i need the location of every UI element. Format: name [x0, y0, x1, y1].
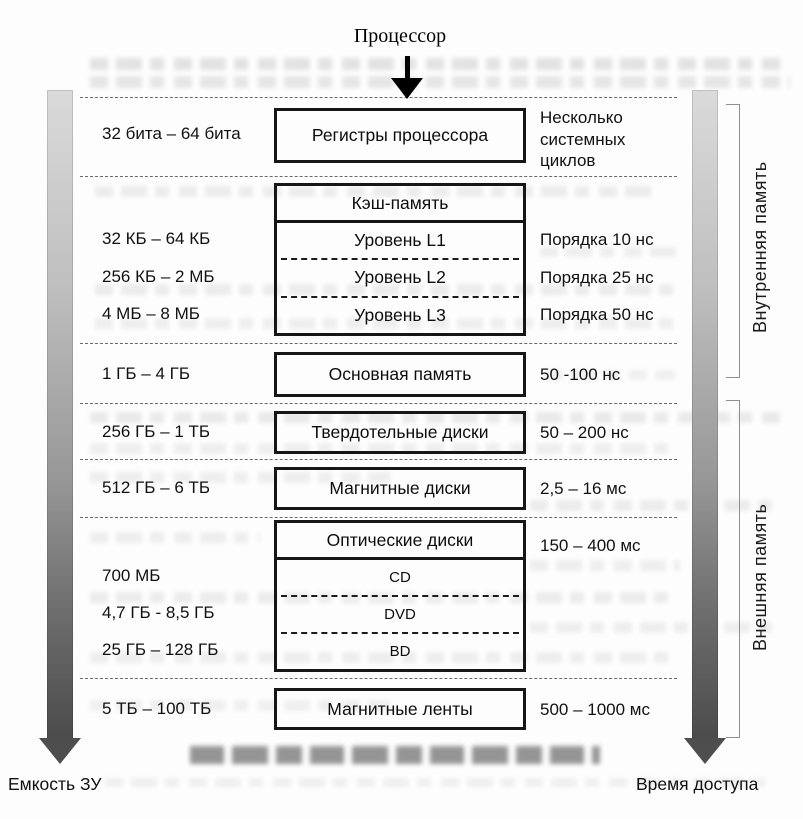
cache-level-divider [281, 258, 519, 261]
internal-memory-bracket [726, 104, 740, 378]
capacity-label-ssd: 256 ГБ – 1 ТБ [102, 422, 211, 441]
capacity-label-cd: 700 МБ [102, 566, 161, 585]
scan-bleed-artifact [90, 58, 780, 70]
optical-level-divider [281, 632, 519, 634]
access-time-axis-arrow-bar [692, 90, 718, 740]
optical-header-label: Оптические диски [326, 529, 474, 550]
scan-bleed-artifact [90, 592, 670, 603]
capacity-label-dvd: 4,7 ГБ - 8,5 ГБ [102, 603, 215, 622]
optical-level-divider [281, 595, 519, 597]
scan-bleed-artifact [90, 443, 670, 454]
external-memory-bracket [726, 400, 740, 738]
cache-level-l1: Уровень L1 [354, 230, 446, 251]
cache-level-l3: Уровень L3 [354, 304, 446, 325]
capacity-label-cache-l1: 32 КБ – 64 КБ [102, 229, 211, 248]
capacity-label-cache-l3: 4 МБ – 8 МБ [102, 304, 200, 323]
memory-box-main-memory: Основная память [274, 352, 526, 397]
time-label-cache-l1: Порядка 10 нс [540, 230, 654, 249]
scan-bleed-artifact [90, 532, 260, 543]
scan-bleed-artifact [545, 370, 675, 380]
capacity-axis-arrow-bar [47, 90, 73, 740]
internal-memory-group-label: Внутренняя память [750, 161, 770, 333]
memory-box-ssd-label: Твердотельные диски [311, 422, 489, 442]
scan-bleed-artifact [530, 622, 780, 633]
capacity-axis-arrowhead-icon [39, 738, 81, 764]
scan-bleed-artifact [90, 700, 390, 711]
capacity-label-bd: 25 ГБ – 128 ГБ [102, 640, 219, 659]
scan-bleed-artifact [530, 500, 780, 511]
capacity-label-hdd: 512 ГБ – 6 ТБ [102, 478, 211, 497]
external-memory-group-label: Внешняя память [750, 503, 770, 651]
time-label-main-memory: 50 -100 нс [540, 365, 621, 384]
memory-box-hdd: Магнитные диски [274, 467, 526, 510]
row-divider [80, 459, 677, 460]
memory-box-registers: Регистры процессора [274, 108, 526, 163]
scan-bleed-heading-smudge [190, 746, 600, 764]
processor-down-arrow-icon [391, 78, 423, 99]
processor-label: Процессор [353, 25, 447, 47]
capacity-label-cache-l2: 256 КБ – 2 МБ [102, 267, 215, 286]
optical-level-bd: BD [389, 643, 411, 660]
cache-level-l2: Уровень L2 [354, 267, 446, 288]
scan-bleed-artifact [105, 778, 765, 787]
scan-bleed-artifact [540, 247, 680, 257]
time-label-cache-l3: Порядка 50 нс [540, 305, 654, 324]
scan-bleed-artifact [95, 284, 675, 295]
time-label-tape: 500 – 1000 мс [540, 700, 650, 719]
row-divider [80, 97, 677, 98]
scan-bleed-artifact [90, 412, 780, 423]
access-time-axis-arrowhead-icon [684, 738, 726, 764]
optical-header: Оптические диски [277, 523, 523, 560]
row-divider [80, 517, 677, 518]
capacity-label-tape: 5 ТБ – 100 ТБ [102, 699, 212, 718]
scan-bleed-artifact [95, 318, 675, 329]
memory-box-registers-label: Регистры процессора [311, 125, 489, 145]
memory-box-hdd-label: Магнитные диски [329, 478, 471, 498]
capacity-label-main-memory: 1 ГБ – 4 ГБ [102, 364, 190, 383]
memory-box-ssd: Твердотельные диски [274, 411, 526, 454]
row-divider [80, 343, 677, 344]
memory-box-tape: Магнитные ленты [274, 688, 526, 730]
capacity-label-registers: 32 бита – 64 бита [102, 124, 241, 143]
access-time-axis-label: Время доступа [636, 774, 759, 794]
memory-box-main-memory-label: Основная память [328, 364, 472, 384]
time-label-registers: Несколько системных циклов [540, 108, 626, 170]
memory-box-cache: Кэш-память Уровень L1 Уровень L2 Уровень… [274, 183, 526, 336]
scan-bleed-artifact [530, 560, 680, 571]
memory-box-optical: Оптические диски CD DVD BD [274, 520, 526, 672]
scan-bleed-artifact [90, 652, 670, 663]
time-label-hdd: 2,5 – 16 мс [540, 479, 627, 498]
cache-header: Кэш-память [277, 186, 523, 223]
scan-bleed-artifact [90, 472, 390, 483]
time-label-optical: 150 – 400 мс [540, 536, 641, 555]
row-divider [80, 678, 677, 679]
memory-box-tape-label: Магнитные ленты [327, 698, 473, 719]
capacity-axis-label: Емкость ЗУ [8, 774, 102, 794]
scan-bleed-artifact [90, 76, 790, 88]
time-label-cache-l2: Порядка 25 нс [540, 268, 654, 287]
scan-bleed-artifact [95, 186, 655, 197]
optical-level-dvd: DVD [384, 606, 416, 623]
row-divider [80, 176, 677, 177]
processor-down-arrow-shaft [405, 56, 410, 80]
optical-level-cd: CD [389, 569, 411, 586]
row-divider [80, 403, 677, 404]
time-label-ssd: 50 – 200 нс [540, 423, 629, 442]
cache-level-divider [281, 295, 519, 298]
cache-header-label: Кэш-память [351, 192, 449, 213]
